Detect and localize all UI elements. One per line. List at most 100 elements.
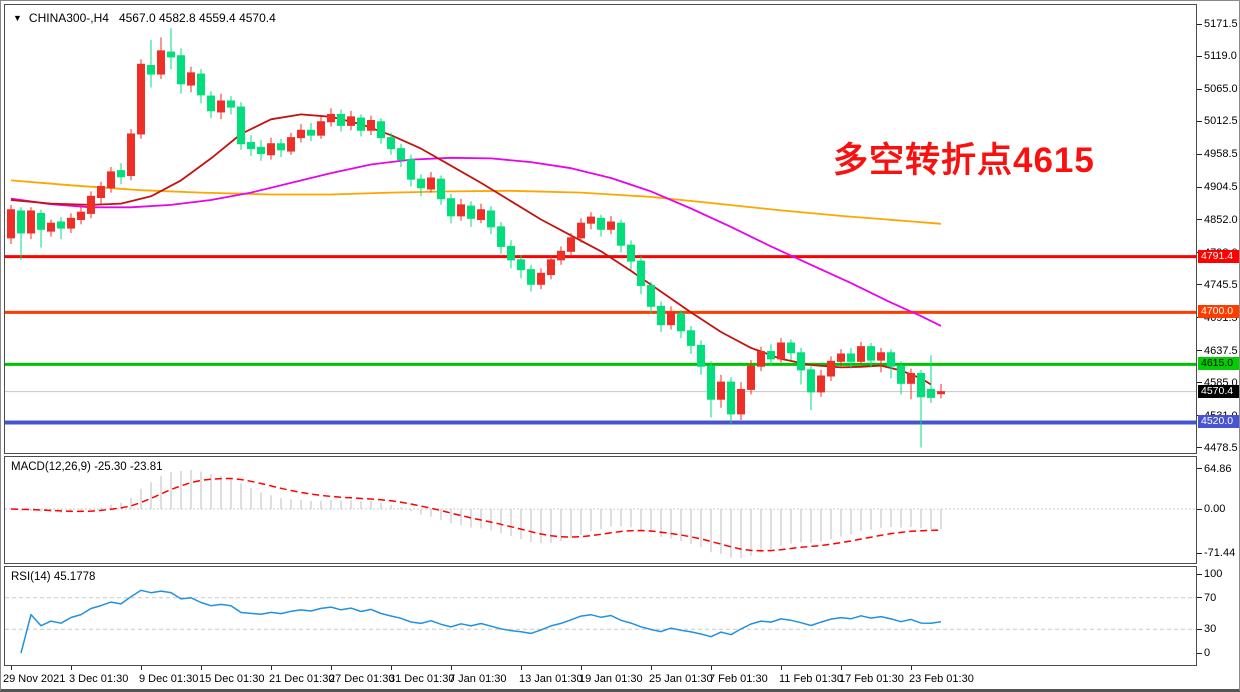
candle-body	[867, 346, 875, 361]
price-label-4615.0: 4615.0	[1198, 357, 1239, 371]
axis-tick-label: -71.44	[1204, 547, 1236, 560]
time-tick-mark	[271, 666, 272, 670]
macd-label: MACD(12,26,9) -25.30 -23.81	[11, 461, 163, 473]
symbol-dropdown-icon[interactable]: ▼	[13, 13, 22, 23]
candle-body	[607, 221, 615, 230]
price-label-4791.4: 4791.4	[1198, 249, 1239, 263]
time-tick-label: 9 Dec 01:30	[139, 673, 199, 685]
candle-body	[417, 178, 425, 189]
candle-body	[897, 365, 905, 384]
axis-tick-label: 0	[1204, 647, 1211, 659]
candle-body	[127, 133, 135, 177]
candle-body	[557, 250, 565, 261]
axis-tick-mark	[1197, 23, 1202, 25]
axis-tick-mark	[1197, 597, 1202, 599]
time-tick-mark	[581, 666, 582, 670]
candle-body	[797, 352, 805, 371]
candle-body	[597, 217, 605, 230]
time-tick-label: 27 Dec 01:30	[329, 673, 395, 685]
time-tick-label: 3 Dec 01:30	[69, 673, 129, 685]
axis-tick-mark	[1197, 284, 1202, 286]
candle-body	[757, 351, 765, 367]
candle-body	[377, 121, 385, 139]
candle-body	[227, 100, 235, 108]
candle-body	[927, 388, 935, 398]
candle-body	[37, 212, 45, 230]
candle-body	[287, 137, 295, 152]
ohlc-readout: 4567.0 4582.8 4559.4 4570.4	[118, 11, 276, 25]
candle-body	[307, 129, 315, 136]
macd-plot[interactable]	[5, 457, 1196, 563]
candle-body	[197, 73, 205, 96]
candle-body	[477, 209, 485, 221]
candle-body	[767, 351, 775, 360]
candle-body	[457, 204, 465, 217]
time-tick-label: 15 Dec 01:30	[199, 673, 265, 685]
candle-body	[407, 159, 415, 180]
candle-body	[77, 211, 85, 221]
candle-body	[617, 222, 625, 246]
candle-body	[917, 373, 925, 398]
time-tick-label: 17 Feb 01:30	[839, 673, 904, 685]
candle-body	[467, 205, 475, 219]
price-chart-plot[interactable]	[5, 5, 1196, 453]
candle-body	[447, 198, 455, 217]
candle-body	[267, 143, 275, 156]
candle-body	[507, 245, 515, 261]
macd-indicator-panel: MACD(12,26,9) -25.30 -23.81	[4, 456, 1197, 564]
time-tick-label: 21 Dec 01:30	[269, 673, 335, 685]
axis-tick-label: 4958.5	[1204, 148, 1238, 161]
axis-tick-label: 30	[1204, 623, 1217, 636]
time-tick-mark	[331, 666, 332, 670]
candle-body	[237, 106, 245, 145]
axis-tick-mark	[1197, 552, 1202, 554]
candle-body	[17, 210, 25, 234]
axis-tick-mark	[1197, 219, 1202, 221]
candle-body	[547, 259, 555, 276]
candle-body	[827, 360, 835, 377]
candle-body	[627, 244, 635, 262]
axis-tick-label: 5065.0	[1204, 83, 1238, 96]
candle-body	[187, 72, 195, 86]
axis-tick-label: 4637.5	[1204, 344, 1238, 357]
candle-body	[337, 113, 345, 126]
candle-body	[327, 113, 335, 123]
axis-tick-mark	[1197, 628, 1202, 630]
time-tick-mark	[451, 666, 452, 670]
axis-tick-mark	[1197, 88, 1202, 90]
time-tick-label: 19 Jan 01:30	[579, 673, 643, 685]
axis-tick-label: 70	[1204, 591, 1217, 604]
ma_slow-line	[10, 179, 942, 225]
axis-tick-mark	[1197, 186, 1202, 188]
price-axis[interactable]: 5171.5 5119.0 5065.0 5012.5 4958.5 4904.5 4852…	[1197, 1, 1239, 665]
axis-tick-label: 64.86	[1204, 462, 1232, 475]
candle-body	[707, 365, 715, 400]
candle-body	[317, 121, 325, 136]
candle-body	[567, 237, 575, 252]
time-tick-label: 7 Jan 01:30	[449, 673, 507, 685]
candle-body	[487, 210, 495, 228]
price-label-4700.0: 4700.0	[1198, 305, 1239, 319]
candle-body	[147, 65, 155, 75]
candle-body	[667, 311, 675, 326]
rsi-plot[interactable]	[5, 567, 1196, 665]
axis-tick-mark	[1197, 468, 1202, 470]
chart-title: ▼ CHINA300-,H4 4567.0 4582.8 4559.4 4570.4	[13, 11, 276, 25]
axis-tick-mark	[1197, 55, 1202, 57]
candle-body	[97, 186, 105, 199]
ma_mid-line	[10, 156, 942, 327]
time-axis[interactable]: 29 Nov 2021 3 Dec 01:30 9 Dec 01:30 15 Dec …	[1, 666, 1239, 689]
candle-body	[837, 353, 845, 362]
candle-body	[527, 269, 535, 285]
axis-tick-mark	[1197, 382, 1202, 384]
candle-body	[107, 171, 115, 189]
time-tick-mark	[521, 666, 522, 670]
candle-body	[277, 143, 285, 151]
candle-body	[677, 313, 685, 332]
candle-body	[787, 342, 795, 354]
time-tick-label: 11 Feb 01:30	[779, 673, 844, 685]
candle-body	[747, 365, 755, 390]
axis-tick-label: 100	[1204, 568, 1223, 580]
candle-body	[877, 352, 885, 361]
